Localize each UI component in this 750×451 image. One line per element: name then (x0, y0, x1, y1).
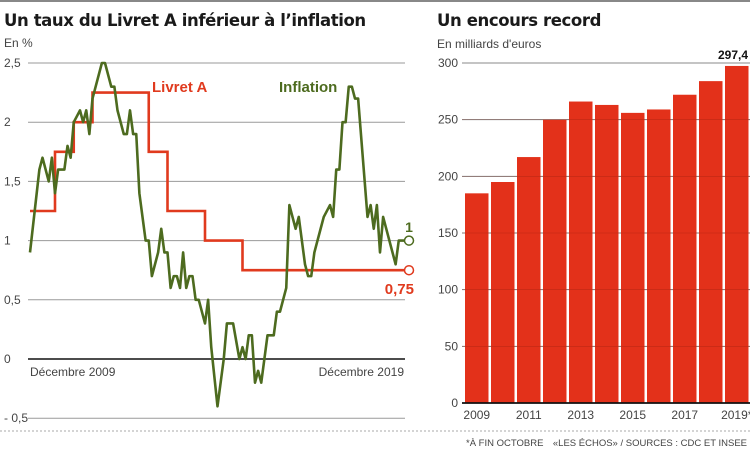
line-chart: Un taux du Livret A inférieur à l’inflat… (4, 11, 415, 425)
y-tick-label: 2,5 (4, 56, 21, 70)
x-tick-label: 2011 (516, 408, 542, 422)
line-chart-title: Un taux du Livret A inférieur à l’inflat… (4, 11, 366, 30)
x-tick-label: 2019* (721, 408, 750, 422)
y-tick-label: 0 (451, 396, 458, 410)
bar-data-label: 297,4 (718, 48, 748, 62)
livret-a-end-label: 0,75 (385, 281, 414, 298)
y-tick-label: 0,5 (4, 293, 21, 307)
bar-2017 (673, 94, 697, 403)
x-tick-label: 2009 (463, 408, 490, 422)
line-chart-subtitle: En % (4, 36, 33, 50)
footnote: *À FIN OCTOBRE (466, 438, 543, 449)
y-tick-label: 250 (438, 113, 458, 127)
bar-2019 (725, 65, 749, 404)
y-tick-label: 2 (4, 115, 11, 129)
x-tick-label: 2015 (619, 408, 646, 422)
y-tick-label: - 0,5 (4, 411, 28, 425)
bar-2015 (621, 112, 645, 403)
y-tick-label: 300 (438, 56, 458, 70)
y-tick-label: 150 (438, 226, 458, 240)
inflation-end-marker (403, 235, 415, 246)
bar-chart-title: Un encours record (437, 11, 601, 30)
bar-chart-subtitle: En milliards d'euros (437, 37, 541, 51)
x-tick-label: 2017 (671, 408, 698, 422)
series-livret-a-line (30, 91, 405, 272)
series-inflation-line (28, 61, 405, 408)
y-tick-label: 1,5 (4, 174, 21, 188)
y-tick-label: 200 (438, 169, 458, 183)
bar-2010 (491, 182, 515, 403)
bar-2016 (647, 109, 671, 403)
bar-chart: Un encours record En milliards d'euros 3… (437, 11, 750, 422)
bar-2014 (595, 104, 619, 403)
bar-2009 (465, 193, 489, 403)
bar-2011 (517, 157, 541, 403)
bar-2012 (543, 119, 567, 404)
bar-2013 (569, 101, 593, 404)
inflation-end-label: 1 (405, 219, 413, 235)
x-label-end: Décembre 2019 (319, 365, 405, 379)
x-label-start: Décembre 2009 (30, 365, 116, 379)
legend-inflation: Inflation (279, 79, 337, 96)
source-credit: «LES ÉCHOS» / SOURCES : CDC ET INSEE (553, 438, 747, 449)
y-tick-label: 50 (445, 339, 459, 353)
x-tick-label: 2013 (567, 408, 594, 422)
y-tick-label: 1 (4, 234, 11, 248)
livret-a-end-marker (403, 264, 415, 276)
bar-2018 (699, 81, 723, 403)
y-tick-label: 0 (4, 352, 11, 366)
legend-livret-a: Livret A (152, 79, 207, 96)
y-tick-label: 100 (438, 283, 458, 297)
